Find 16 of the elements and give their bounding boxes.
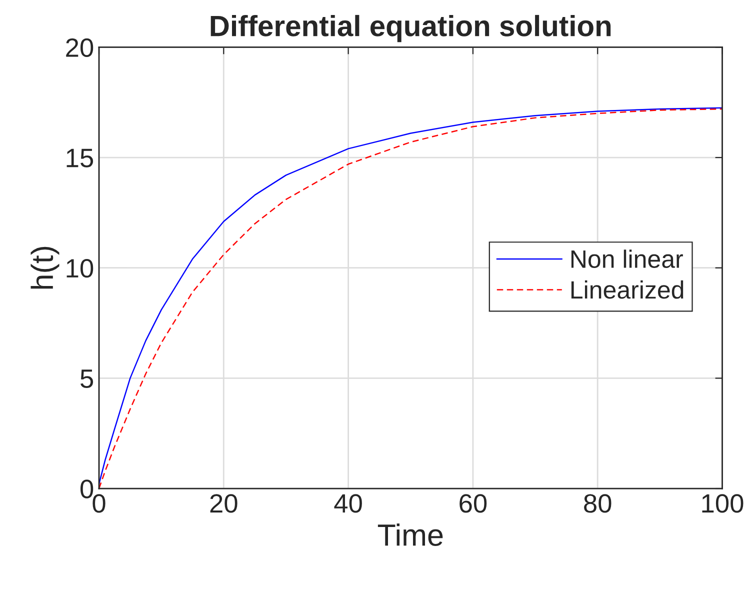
y-tick-label: 0 (80, 480, 94, 498)
x-tick-label: 80 (584, 494, 612, 513)
x-tick-label: 20 (210, 494, 238, 513)
y-axis-title: h(t) (30, 246, 60, 289)
x-axis-title: Time (378, 524, 443, 546)
legend-label: Non linear (571, 250, 683, 268)
x-tick-label: 0 (92, 494, 106, 513)
y-tick-label: 20 (66, 38, 94, 58)
legend-label: Linearized (571, 280, 684, 299)
y-tick-label: 15 (66, 148, 94, 168)
x-tick-label: 40 (334, 494, 362, 513)
chart-title: Differential equation solution (210, 14, 611, 42)
y-tick-label: 5 (80, 370, 94, 388)
y-tick-label: 10 (66, 258, 94, 278)
x-tick-label: 60 (460, 494, 487, 513)
x-tick-label: 100 (702, 494, 744, 513)
